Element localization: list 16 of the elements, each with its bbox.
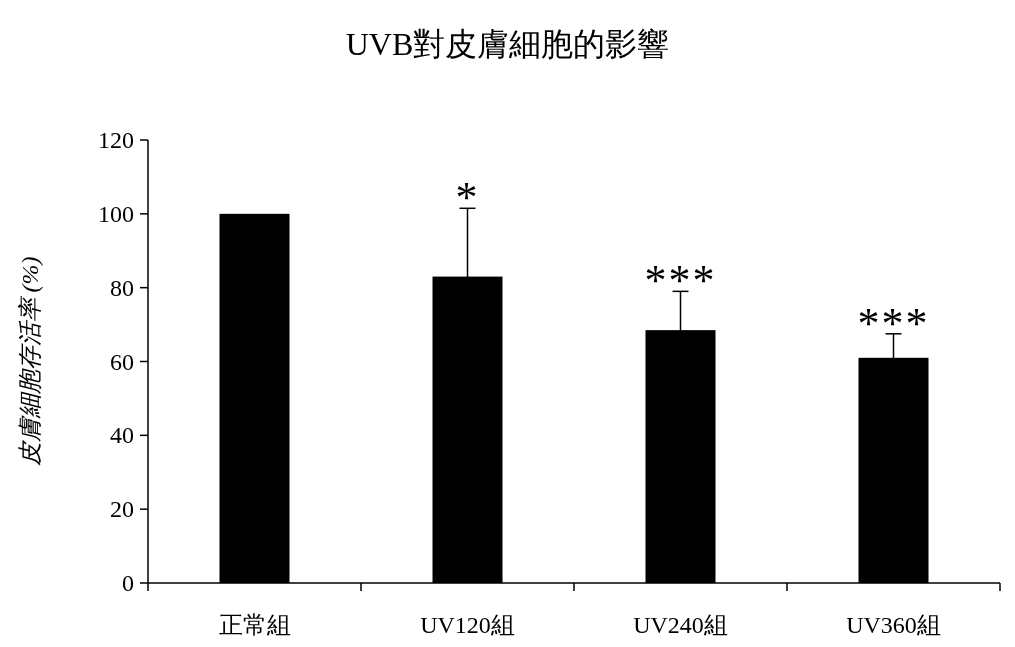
y-tick-label: 40 (110, 422, 134, 449)
annotation: * (455, 173, 480, 223)
y-axis-title: 皮膚細胞存活率 (%) (17, 256, 43, 467)
y-tick-label: 0 (122, 570, 134, 596)
x-tick-label: 正常組 (218, 612, 291, 638)
y-tick-label: 100 (98, 200, 134, 227)
annotation: *** (644, 256, 717, 306)
x-tick-label: UV240組 (633, 612, 728, 638)
y-tick-label: 120 (98, 127, 134, 153)
annotation: *** (857, 298, 930, 348)
y-tick-label: 20 (110, 496, 134, 523)
x-tick-label: UV120組 (420, 612, 515, 638)
chart-title: UVB對皮膚細胞的影響 (345, 26, 670, 62)
y-tick-label: 60 (110, 348, 134, 375)
x-tick-label: UV360組 (846, 612, 941, 638)
y-tick-label: 80 (110, 274, 134, 301)
